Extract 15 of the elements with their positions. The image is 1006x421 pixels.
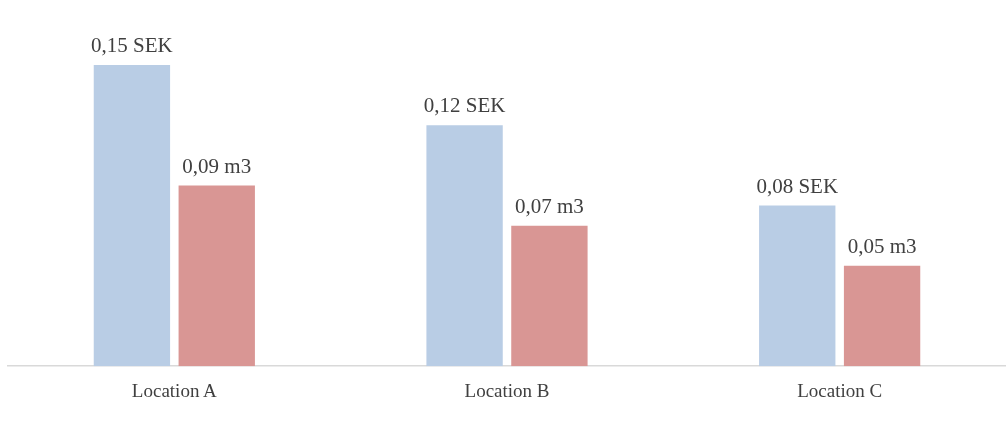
bar [426, 125, 503, 367]
data-label: 0,07 m3 [514, 193, 584, 218]
data-label: 0,15 SEK [91, 33, 173, 58]
bar [93, 65, 171, 367]
data-label: 0,12 SEK [423, 93, 506, 118]
x-tick-label: Location C [797, 379, 883, 401]
bar [178, 185, 255, 367]
x-tick-label: Location A [131, 379, 218, 401]
data-label: 0,08 SEK [756, 173, 839, 198]
bar [843, 265, 921, 367]
data-label: 0,09 m3 [182, 153, 252, 178]
bar [759, 205, 836, 367]
x-tick-label: Location B [464, 379, 550, 401]
bar [511, 225, 588, 367]
data-label: 0,05 m3 [847, 233, 917, 258]
